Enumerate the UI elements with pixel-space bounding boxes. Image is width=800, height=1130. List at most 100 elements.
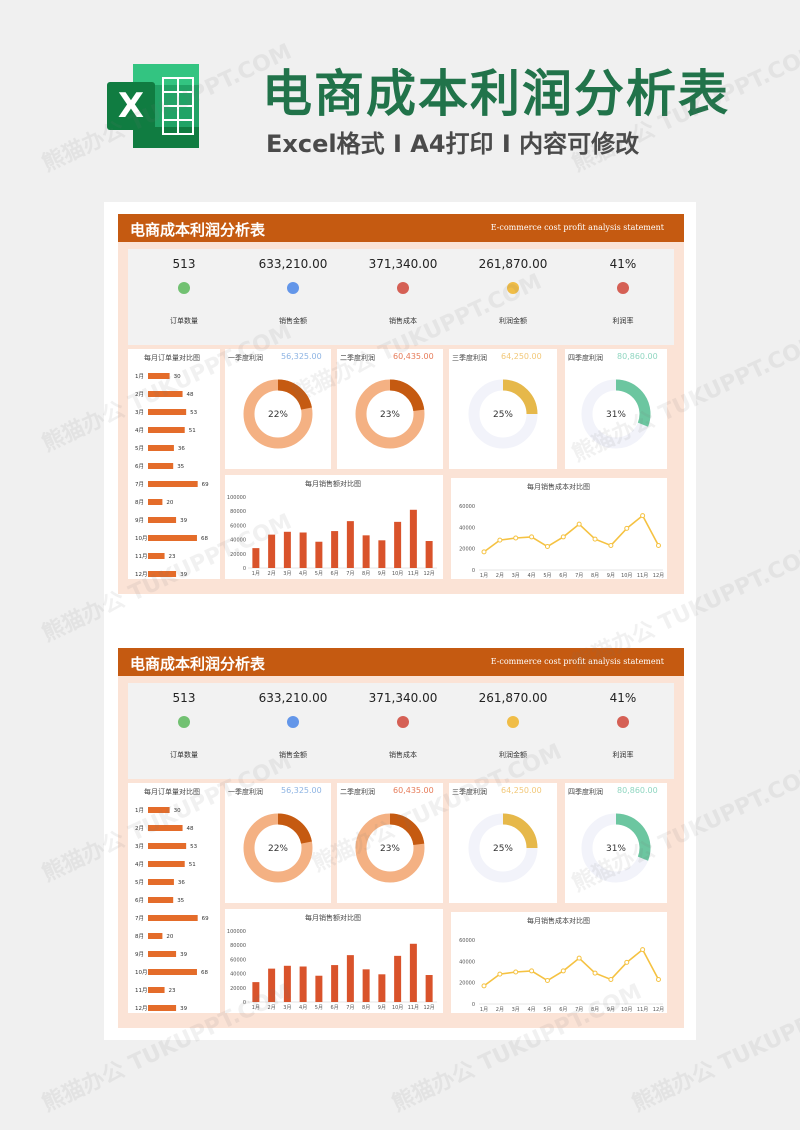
kpi-value: 371,340.00 [368,691,438,705]
cost-point [624,959,630,965]
sales-y-tick: 40000 [230,972,246,978]
orders-bar [148,933,163,939]
sales-y-tick: 60000 [230,523,246,529]
sales-bar [331,965,339,1002]
monthly-orders-title: 每月订单量对比图 [144,354,200,362]
orders-bar [148,445,174,451]
quarter-value: 64,250.00 [501,786,542,795]
dashboard-title: 电商成本利润分析表 [130,221,266,239]
donut-segment [615,813,651,861]
orders-month-label: 12月 [135,1005,148,1011]
cost-x-label: 8月 [591,1007,599,1013]
sales-bar [283,531,291,568]
kpi-order: 513 订单数量 [129,683,239,779]
kpi-label: 销售金额 [279,751,307,759]
kpi-rate: 41% 利润率 [568,249,678,345]
quarter-label: 四季度利润 [568,354,603,362]
orders-bar-value: 68 [201,536,208,542]
orders-month-label: 2月 [135,825,144,832]
quarter-card-1: 一季度利润 56,325.00 22% [225,783,331,903]
quarter-value: 60,435.00 [393,352,434,361]
promo-subtitle: Excel格式 I A4打印 I 内容可修改 [266,130,640,158]
sales-x-label: 2月 [268,1005,276,1011]
cost-x-label: 2月 [496,1007,504,1013]
donut-percent: 31% [606,844,626,854]
kpi-value: 513 [172,257,196,271]
kpi-label: 利润率 [612,751,634,759]
cost-x-label: 9月 [607,573,615,579]
dashboard-header: 电商成本利润分析表 E-commerce cost profit analysi… [118,648,684,676]
cost-x-label: 4月 [527,1007,535,1013]
quarter-label: 一季度利润 [228,788,263,796]
orders-month-label: 7月 [135,915,144,922]
monthly-cost-card: 每月销售成本对比图 0 20000 40000 60000 1月 2月 3月 4月 5月 6月 7月… [451,478,667,579]
dashboard-header: 电商成本利润分析表 E-commerce cost profit analysi… [118,214,684,242]
orders-bar-value: 23 [169,554,176,560]
cost-point [592,970,598,976]
orders-bar [148,517,177,523]
donut-segment [389,379,425,412]
orders-bar [148,915,198,921]
sales-icon [287,716,299,728]
donut-segment [277,813,312,844]
orders-bar [148,969,197,975]
monthly-cost-chart: 0 20000 40000 60000 1月 2月 3月 4月 5月 6月 7月 8月 9月 10月 11月… [459,938,664,1013]
kpi-rate: 41% 利润率 [568,683,678,779]
kpi-panel: 513 订单数量 633,210.00 销售金额 371,340.00 销售成本… [128,249,674,345]
orders-bar-value: 36 [178,880,185,886]
orders-month-label: 11月 [135,553,148,560]
orders-month-label: 9月 [135,517,144,524]
sales-x-label: 10月 [392,571,403,577]
monthly-orders-card: 每月订单量对比图 1月 30 2月 48 3月 53 4月 51 5月 36 6月 35 7月 69 8月 2… [128,349,220,579]
cost-y-tick: 0 [472,1002,475,1008]
cost-point [576,521,582,527]
orders-month-label: 2月 [135,391,144,398]
orders-bar [148,463,174,469]
sales-x-label: 12月 [423,571,434,577]
donut-segment [389,813,425,846]
cost-point [529,968,535,974]
promo-header: X 电商成本利润分析表 Excel格式 I A4打印 I 内容可修改 [0,0,800,190]
sales-y-tick: 20000 [230,552,246,558]
orders-month-label: 8月 [135,499,144,506]
orders-month-label: 5月 [135,879,144,886]
orders-bar-value: 48 [187,392,194,398]
quarter-label: 二季度利润 [340,788,375,796]
donut-segment [615,379,651,427]
orders-bar-value: 39 [180,518,187,524]
sales-bar [378,540,386,568]
cost-point [592,536,598,542]
sales-y-tick: 100000 [227,495,246,501]
orders-bar [148,987,165,993]
orders-bar [148,879,174,885]
orders-month-label: 4月 [135,861,144,868]
monthly-sales-card: 每月销售额对比图 0 20000 40000 60000 80000 100000 1月 2月… [225,475,443,579]
cost-point [608,542,614,548]
monthly-sales-title: 每月销售额对比图 [305,914,361,922]
sales-bar [425,975,433,1002]
excel-logo-letter: X [118,86,144,126]
cost-point [640,947,646,953]
quarter-donut: 31% [581,813,651,883]
kpi-label: 利润金额 [499,317,527,325]
monthly-sales-chart: 0 20000 40000 60000 80000 100000 1月 2月 3月 4月 5月 6月 7… [227,929,437,1011]
cost-x-label: 5月 [543,573,551,579]
cost-x-label: 6月 [559,573,567,579]
sales-x-label: 11月 [408,1005,419,1011]
cost-x-label: 11月 [637,1007,648,1013]
quarter-value: 56,325.00 [281,352,322,361]
orders-bar-value: 35 [177,464,184,470]
orders-month-label: 3月 [135,843,144,850]
sales-bar [331,531,339,568]
kpi-cost: 371,340.00 销售成本 [348,683,458,779]
orders-bar-value: 20 [166,934,173,940]
sales-x-label: 9月 [378,1005,386,1011]
quarter-card-4: 四季度利润 80,860.00 31% [565,783,667,903]
quarter-card-4: 四季度利润 80,860.00 31% [565,349,667,469]
sales-bar [346,521,354,568]
orders-month-label: 6月 [135,897,144,904]
donut-percent: 23% [380,410,400,420]
dashboard-subtitle: E-commerce cost profit analysis statemen… [490,657,664,666]
sales-y-tick: 60000 [230,957,246,963]
cost-point [544,978,550,984]
